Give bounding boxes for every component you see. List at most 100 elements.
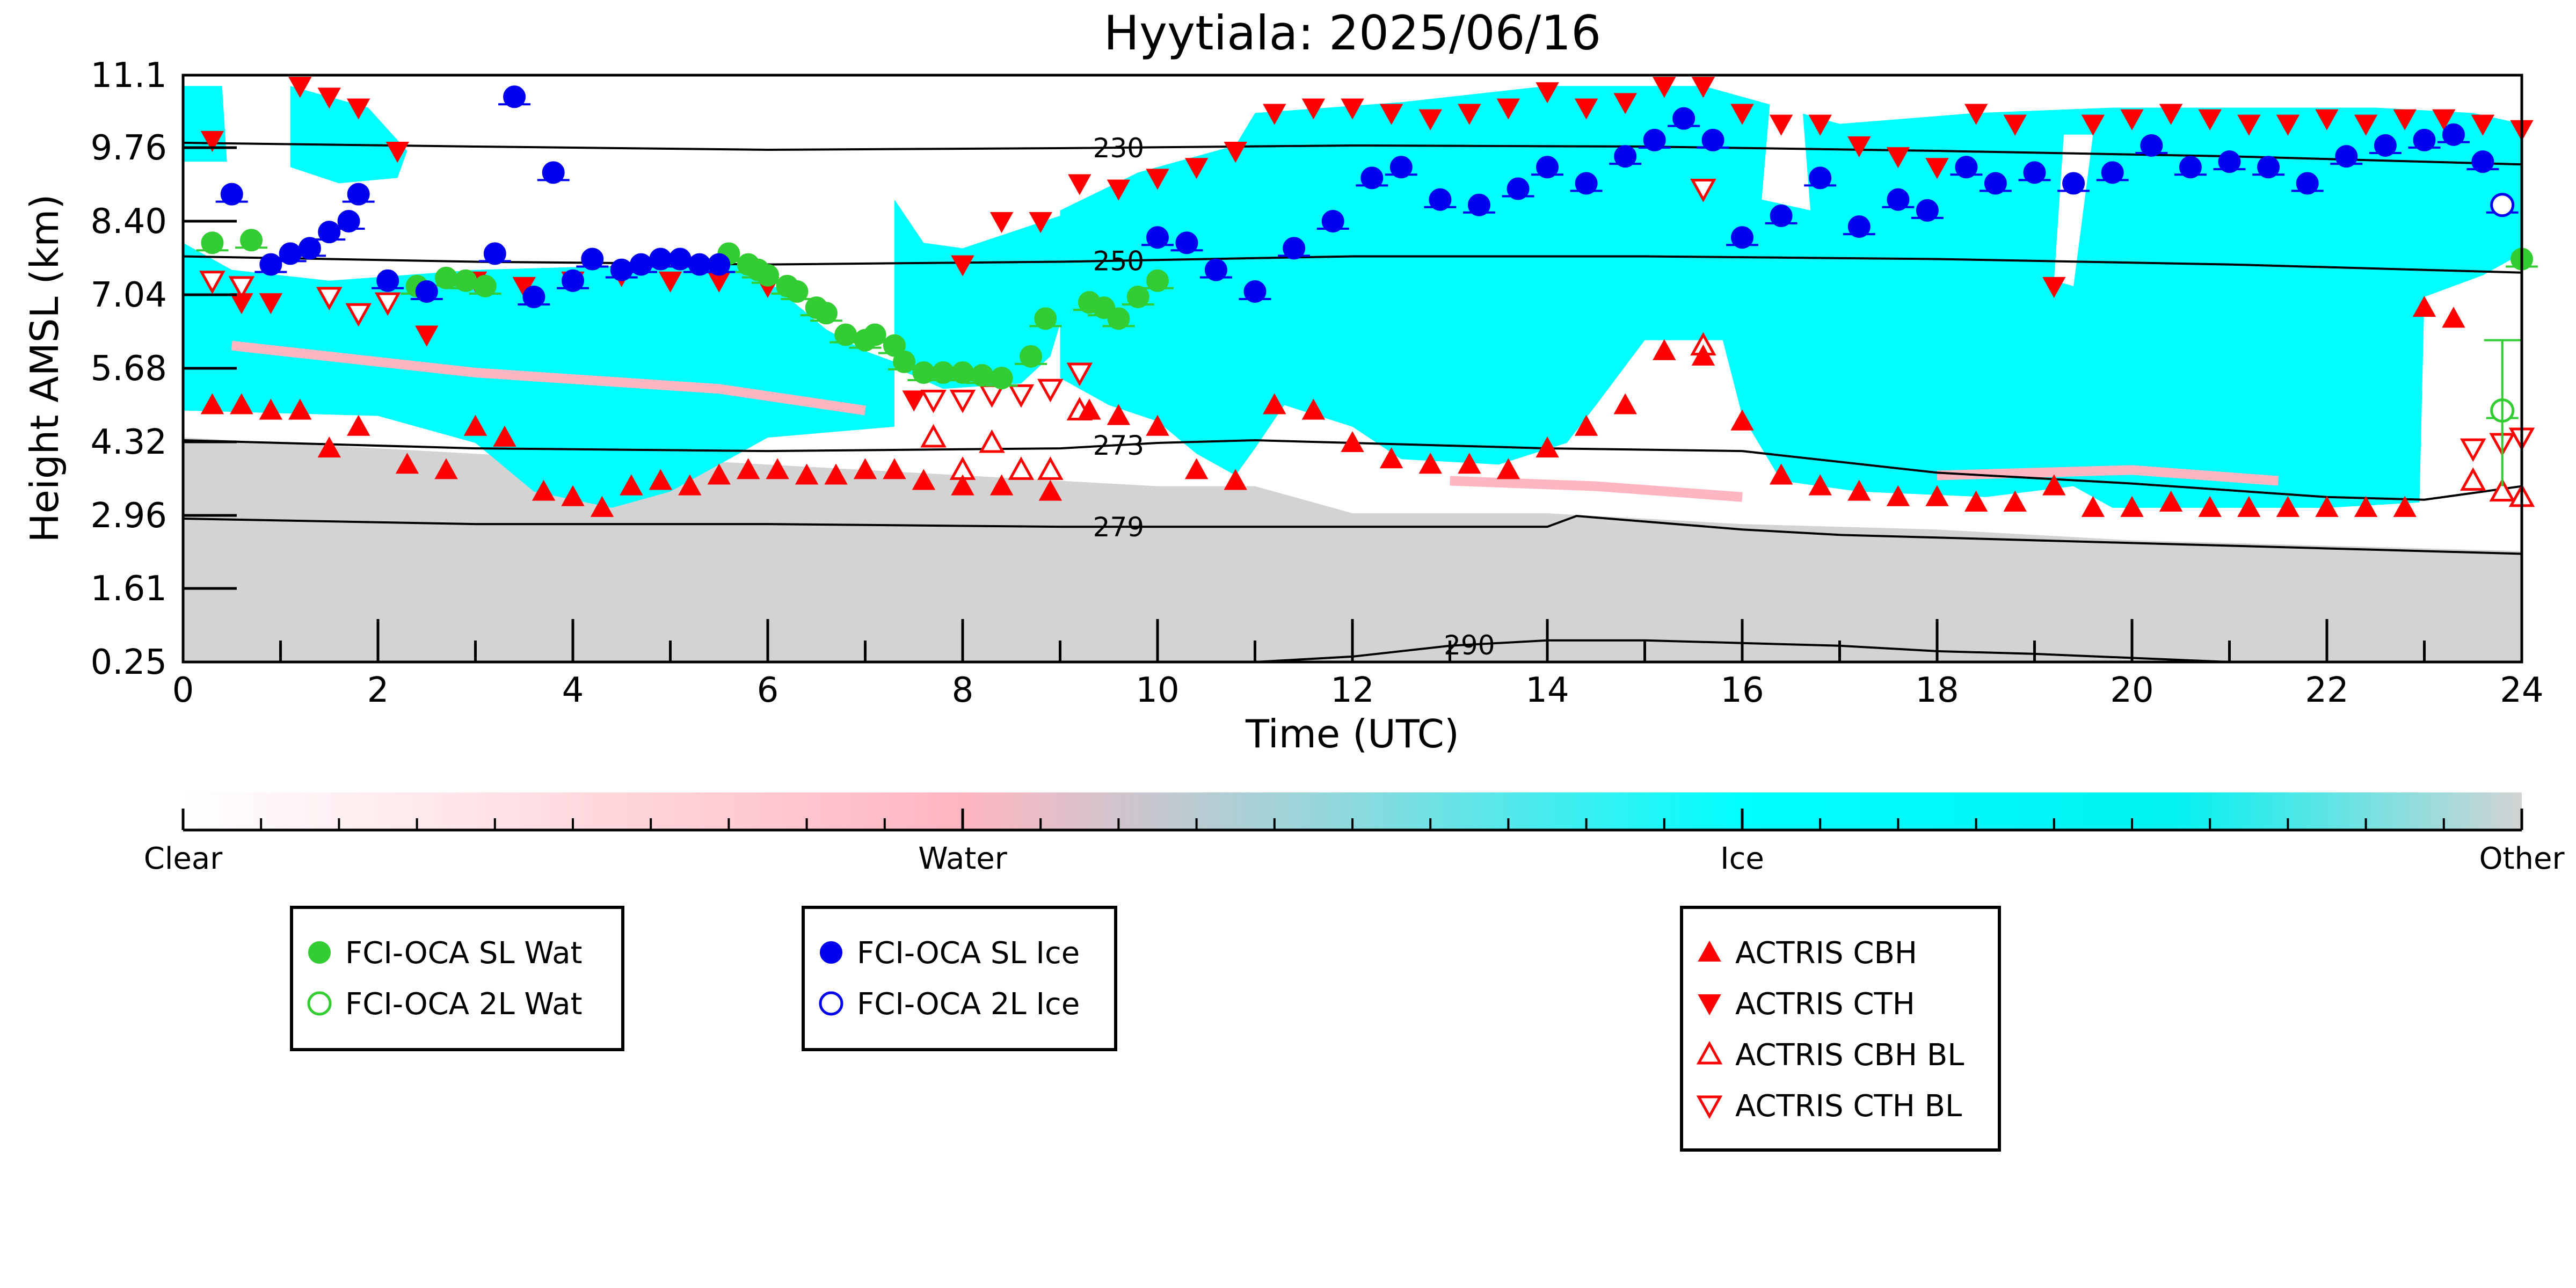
data-point-marker bbox=[376, 269, 399, 292]
ice-class-region bbox=[894, 199, 1060, 389]
data-point-marker bbox=[1847, 479, 1871, 501]
chart-title: Hyytiala: 2025/06/16 bbox=[1104, 5, 1601, 61]
data-point-marker bbox=[1886, 485, 1910, 506]
x-tick-label: 2 bbox=[367, 671, 389, 710]
y-axis: 0.25 1.61 2.96 4.32 5.68 7.04 8.40 9.76 11.1 bbox=[91, 56, 237, 682]
data-point-marker bbox=[2257, 156, 2280, 179]
legends: FCI-OCA SL Wat FCI-OCA 2L Wat FCI-OCA SL I… bbox=[290, 906, 2001, 1152]
data-point-marker bbox=[1379, 104, 1403, 125]
data-point-marker bbox=[1467, 193, 1490, 216]
legend-entry-label: FCI-OCA SL Wat bbox=[345, 936, 583, 971]
data-point-marker bbox=[1916, 199, 1939, 222]
data-point-marker bbox=[474, 274, 497, 297]
data-point-marker bbox=[2354, 496, 2378, 517]
data-point-marker bbox=[345, 303, 372, 327]
data-point-marker bbox=[385, 142, 409, 163]
data-point-marker bbox=[2159, 490, 2183, 512]
data-point-marker bbox=[374, 292, 401, 316]
x-tick-label: 10 bbox=[1136, 671, 1179, 710]
data-point-marker bbox=[893, 350, 916, 373]
data-point-marker bbox=[1887, 188, 1910, 211]
data-point-marker bbox=[2471, 150, 2494, 173]
data-point-marker bbox=[1204, 258, 1227, 281]
data-point-marker bbox=[308, 941, 331, 964]
data-point-marker bbox=[1224, 142, 1247, 163]
data-point-marker bbox=[1066, 362, 1093, 387]
data-point-marker bbox=[347, 414, 370, 436]
data-point-marker bbox=[920, 424, 947, 448]
data-point-marker bbox=[201, 231, 224, 254]
data-point-marker bbox=[1574, 98, 1598, 120]
ice-class-region bbox=[1060, 86, 2522, 508]
data-point-marker bbox=[1146, 226, 1169, 249]
data-point-marker bbox=[785, 280, 809, 303]
clear-gap-region bbox=[2054, 134, 2093, 286]
contour-label: 273 bbox=[1093, 430, 1144, 461]
data-point-marker bbox=[1696, 1095, 1723, 1119]
data-point-marker bbox=[2023, 161, 2046, 184]
data-point-marker bbox=[1175, 231, 1198, 254]
legend-entry-label: ACTRIS CTH bbox=[1735, 987, 1915, 1022]
data-point-marker bbox=[834, 323, 857, 346]
data-point-marker bbox=[766, 458, 789, 479]
data-point-marker bbox=[2442, 307, 2465, 328]
colorbar-label: Ice bbox=[1720, 841, 1764, 876]
data-point-marker bbox=[240, 229, 263, 252]
data-point-marker bbox=[1536, 156, 1559, 179]
data-point-marker bbox=[415, 325, 439, 347]
legend-box bbox=[802, 906, 1117, 1051]
data-point-marker bbox=[561, 485, 585, 506]
data-point-marker bbox=[1418, 453, 1442, 474]
data-point-marker bbox=[668, 248, 692, 271]
data-point-marker bbox=[1146, 169, 1169, 190]
data-point-marker bbox=[2042, 276, 2066, 298]
legend-entry-label: FCI-OCA SL Ice bbox=[857, 936, 1080, 971]
legend-box bbox=[1680, 906, 2001, 1152]
data-point-marker bbox=[949, 389, 976, 413]
legend-entry-label: ACTRIS CBH bbox=[1735, 936, 1917, 971]
data-point-marker bbox=[1126, 286, 1149, 309]
data-point-marker bbox=[1653, 339, 1676, 360]
data-point-marker bbox=[1574, 414, 1598, 436]
data-point-marker bbox=[259, 253, 282, 276]
x-tick-label: 20 bbox=[2110, 671, 2153, 710]
data-point-marker bbox=[2218, 150, 2241, 173]
temperature-contours: 230 250 273 279 290 bbox=[183, 133, 2522, 662]
data-point-marker bbox=[658, 271, 682, 293]
x-tick-label: 18 bbox=[1915, 671, 1959, 710]
data-point-marker bbox=[2237, 496, 2261, 517]
data-point-marker bbox=[1283, 237, 1306, 260]
data-point-marker bbox=[1243, 280, 1267, 303]
data-point-marker bbox=[2003, 114, 2027, 136]
data-point-marker bbox=[1379, 447, 1403, 469]
data-point-marker bbox=[951, 255, 974, 276]
data-point-marker bbox=[2081, 496, 2105, 517]
data-point-marker bbox=[1575, 172, 1598, 195]
data-point-marker bbox=[1847, 136, 1871, 158]
data-point-marker bbox=[2120, 496, 2144, 517]
data-point-marker bbox=[708, 253, 731, 276]
data-point-marker bbox=[2140, 134, 2163, 157]
data-point-marker bbox=[1078, 398, 1101, 420]
data-point-marker bbox=[298, 237, 321, 260]
data-point-marker bbox=[678, 474, 702, 496]
legend-entry-label: FCI-OCA 2L Ice bbox=[857, 987, 1080, 1022]
data-point-marker bbox=[1964, 104, 1988, 125]
data-point-marker bbox=[259, 293, 283, 315]
data-point-marker bbox=[1263, 393, 1286, 414]
data-point-marker bbox=[1008, 384, 1035, 408]
data-point-marker bbox=[2315, 496, 2339, 517]
data-point-marker bbox=[2490, 193, 2515, 217]
data-point-marker bbox=[2159, 104, 2183, 125]
y-tick-label: 8.40 bbox=[91, 202, 168, 242]
data-point-marker bbox=[1690, 179, 1716, 202]
colorbar-label: Other bbox=[2479, 841, 2565, 876]
data-point-marker bbox=[863, 323, 886, 346]
data-point-marker bbox=[951, 474, 974, 496]
data-point-marker bbox=[1691, 344, 1715, 366]
data-point-marker bbox=[288, 398, 312, 420]
data-point-marker bbox=[503, 85, 526, 108]
data-point-marker bbox=[1701, 128, 1724, 151]
data-point-marker bbox=[2198, 496, 2222, 517]
colorbar-ticks bbox=[181, 809, 2523, 830]
